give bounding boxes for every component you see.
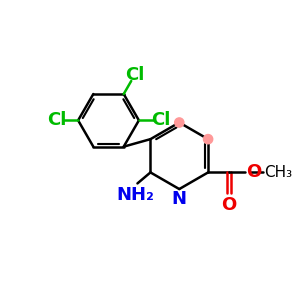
Text: NH₂: NH₂ bbox=[116, 186, 154, 204]
Text: CH₃: CH₃ bbox=[264, 165, 292, 180]
Text: Cl: Cl bbox=[47, 111, 66, 129]
Circle shape bbox=[175, 118, 184, 127]
Text: O: O bbox=[246, 164, 261, 181]
Text: Cl: Cl bbox=[151, 111, 170, 129]
Text: O: O bbox=[221, 196, 236, 214]
Text: N: N bbox=[172, 190, 187, 208]
Circle shape bbox=[203, 134, 213, 144]
Text: Cl: Cl bbox=[125, 66, 144, 84]
